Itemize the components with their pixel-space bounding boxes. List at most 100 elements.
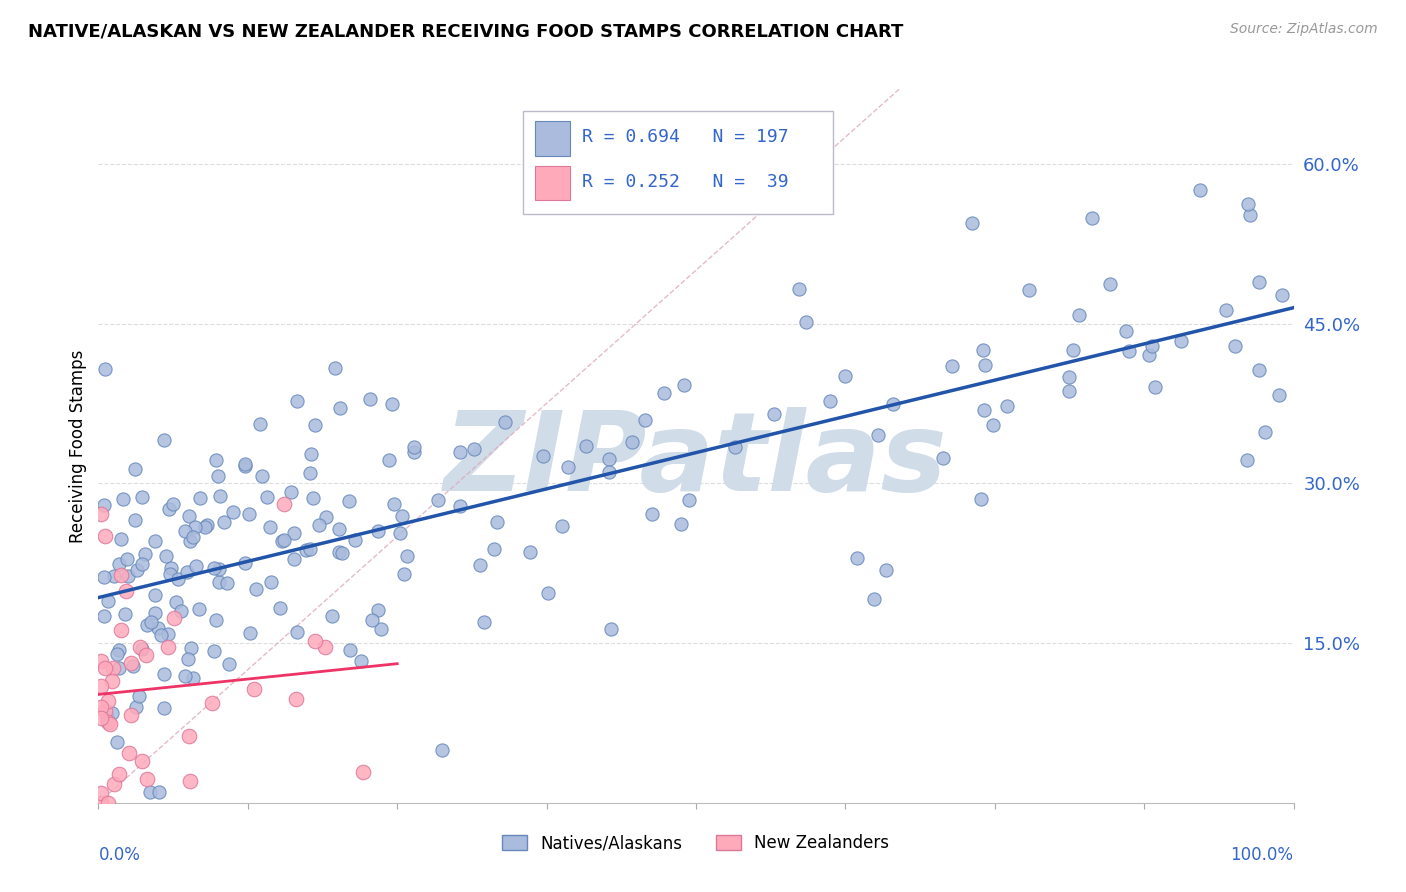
- Point: [875, 563, 897, 577]
- Point: [204, 613, 226, 627]
- Point: [339, 642, 361, 657]
- Text: NATIVE/ALASKAN VS NEW ZEALANDER RECEIVING FOOD STAMPS CORRELATION CHART: NATIVE/ALASKAN VS NEW ZEALANDER RECEIVIN…: [28, 22, 904, 40]
- Point: [494, 415, 516, 429]
- Y-axis label: Receiving Food Stamps: Receiving Food Stamps: [69, 350, 87, 542]
- Point: [449, 445, 471, 459]
- Point: [391, 509, 413, 524]
- Point: [233, 556, 256, 570]
- Point: [176, 565, 198, 579]
- Point: [1236, 453, 1258, 467]
- Point: [941, 359, 963, 374]
- Point: [392, 566, 415, 581]
- Point: [177, 652, 200, 666]
- Point: [1140, 339, 1163, 353]
- Point: [108, 661, 131, 675]
- Point: [249, 417, 271, 431]
- Point: [973, 358, 995, 372]
- Point: [131, 641, 153, 656]
- Point: [472, 615, 495, 629]
- Point: [269, 601, 291, 615]
- Point: [93, 362, 115, 376]
- Point: [159, 567, 181, 582]
- Point: [110, 567, 132, 582]
- Point: [1247, 275, 1270, 289]
- Point: [557, 460, 579, 475]
- Point: [299, 447, 322, 461]
- Point: [1267, 388, 1289, 402]
- Point: [328, 522, 350, 536]
- Point: [485, 515, 508, 529]
- Point: [285, 625, 308, 640]
- FancyBboxPatch shape: [534, 166, 571, 200]
- Point: [1099, 277, 1122, 291]
- Point: [794, 315, 817, 329]
- Point: [402, 440, 425, 454]
- Point: [97, 594, 120, 608]
- Point: [90, 796, 112, 810]
- Point: [430, 743, 453, 757]
- Point: [157, 502, 180, 516]
- Point: [633, 413, 655, 427]
- Point: [1057, 384, 1080, 398]
- Point: [117, 746, 139, 760]
- Point: [299, 467, 322, 481]
- Point: [273, 497, 295, 511]
- Point: [995, 399, 1018, 413]
- Point: [328, 545, 350, 559]
- Point: [284, 692, 307, 706]
- Point: [125, 699, 148, 714]
- Point: [108, 557, 131, 571]
- Point: [179, 509, 201, 524]
- Point: [134, 547, 156, 561]
- Point: [195, 517, 218, 532]
- Point: [214, 515, 236, 529]
- Point: [343, 533, 366, 547]
- Point: [131, 755, 153, 769]
- Point: [97, 694, 120, 708]
- Point: [1237, 197, 1260, 211]
- Text: ZIPatlas: ZIPatlas: [444, 407, 948, 514]
- Point: [108, 766, 131, 780]
- Point: [94, 705, 117, 719]
- Point: [160, 561, 183, 575]
- Point: [101, 706, 124, 720]
- Point: [1223, 339, 1246, 353]
- Point: [129, 640, 152, 654]
- Point: [598, 452, 620, 467]
- Point: [337, 493, 360, 508]
- Point: [188, 491, 211, 506]
- Point: [382, 497, 405, 511]
- Point: [90, 787, 112, 801]
- Point: [156, 640, 179, 655]
- Point: [329, 401, 352, 416]
- Point: [201, 696, 224, 710]
- Point: [174, 524, 197, 539]
- Point: [222, 505, 245, 519]
- Point: [122, 659, 145, 673]
- Point: [283, 551, 305, 566]
- Point: [449, 499, 471, 513]
- Point: [426, 493, 449, 508]
- Point: [866, 428, 889, 442]
- Point: [110, 532, 132, 546]
- Point: [96, 714, 118, 729]
- Point: [1062, 343, 1084, 357]
- Point: [834, 369, 856, 384]
- Point: [94, 529, 117, 543]
- Point: [110, 623, 132, 637]
- Point: [863, 592, 886, 607]
- Point: [519, 545, 541, 559]
- Point: [1067, 308, 1090, 322]
- Point: [1215, 302, 1237, 317]
- Point: [233, 458, 256, 473]
- Point: [94, 661, 117, 675]
- Point: [135, 772, 157, 786]
- Point: [620, 434, 643, 449]
- Point: [205, 453, 228, 467]
- Point: [352, 765, 374, 780]
- Point: [125, 562, 148, 576]
- FancyBboxPatch shape: [534, 121, 571, 155]
- Point: [98, 717, 121, 731]
- Point: [551, 518, 574, 533]
- Point: [208, 562, 231, 576]
